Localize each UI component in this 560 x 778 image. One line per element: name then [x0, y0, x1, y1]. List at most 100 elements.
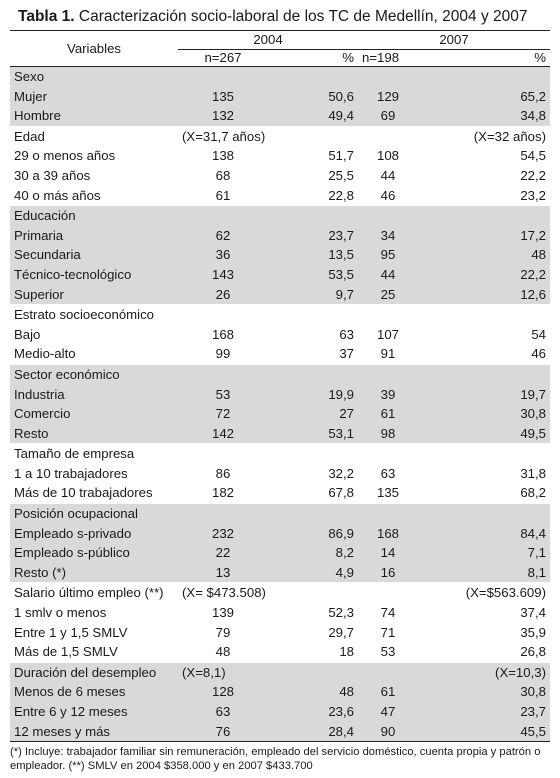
- cell-pct-2004: 48: [268, 682, 358, 702]
- pct-2004-header: %: [268, 49, 358, 67]
- variables-header: Variables: [10, 30, 178, 67]
- cell-pct-2007: 37,4: [520, 605, 546, 621]
- table-row: Superior 26 9,7 25 12,6: [10, 284, 550, 305]
- group-name: Sexo: [10, 65, 178, 87]
- table-row: 29 o menos años 138 51,7 108 54,5: [10, 146, 550, 166]
- cell-pct-2004: 37: [339, 346, 354, 362]
- cell-pct-2007: 7,1: [418, 543, 550, 563]
- row-label: 1 smlv o menos: [14, 605, 107, 621]
- table-row: 1 smlv o menos 139 52,3 74 37,4: [10, 603, 550, 623]
- row-label: Superior: [10, 284, 178, 305]
- cell-n-2004: 86: [215, 465, 231, 481]
- cell-n-2004: 61: [215, 187, 231, 203]
- cell-n-2004: 13: [178, 562, 268, 583]
- cell-n-2004: 99: [215, 346, 231, 362]
- group-note-2007: [358, 363, 550, 385]
- cell-n-2004: 62: [178, 225, 268, 246]
- cell-pct-2004: 19,9: [268, 384, 358, 405]
- cell-pct-2007: 54,5: [520, 148, 546, 164]
- table-row: Comercio 72 27 61 30,8: [10, 404, 550, 424]
- table-row: 1 a 10 trabajadores 86 32,2 63 31,8: [10, 464, 550, 484]
- cell-n-2004: 48: [215, 644, 231, 660]
- table-row: Menos de 6 meses 128 48 61 30,8: [10, 682, 550, 702]
- cell-n-2007: 108: [376, 148, 399, 164]
- cell-pct-2007: 12,6: [418, 284, 550, 305]
- cell-n-2007: 61: [358, 682, 418, 702]
- cell-pct-2004: 25,5: [328, 167, 354, 183]
- table-row: 12 meses y más 76 28,4 90 45,5: [10, 721, 550, 743]
- pct-2007-header: %: [418, 49, 550, 67]
- cell-n-2004: 182: [211, 485, 234, 501]
- group-note-2004: [178, 205, 358, 226]
- row-label: Resto: [10, 423, 178, 444]
- table-row: Resto 142 53,1 98 49,5: [10, 423, 550, 444]
- cell-n-2007: 98: [358, 423, 418, 444]
- group-header-row: Estrato socioeconómico: [10, 304, 550, 325]
- cell-n-2007: 69: [358, 106, 418, 127]
- cell-n-2007: 168: [358, 523, 418, 544]
- group-note-2004: (X=31,7 años): [178, 125, 358, 147]
- table-header: Variables 2004 2007 n=267 % n=198 %: [10, 30, 550, 67]
- cell-pct-2007: 34,8: [418, 106, 550, 127]
- row-label: 40 o más años: [14, 187, 101, 203]
- row-label: 1 a 10 trabajadores: [14, 465, 128, 481]
- cell-pct-2007: 30,8: [418, 404, 550, 424]
- cell-n-2004: 143: [178, 264, 268, 285]
- group-name: Posición ocupacional: [10, 503, 178, 524]
- cell-n-2007: 95: [358, 245, 418, 265]
- cell-n-2004: 63: [178, 702, 268, 722]
- cell-n-2004: 22: [178, 543, 268, 563]
- group-note-2007: [358, 65, 550, 87]
- group-note-2004: [178, 65, 358, 87]
- table-row: Hombre 132 49,4 69 34,8: [10, 106, 550, 127]
- table-title-label: Tabla 1.: [18, 8, 75, 25]
- group-note-2004: (X= $473.508): [178, 582, 358, 604]
- cell-n-2007: 107: [376, 326, 399, 342]
- year-2004-header: 2004: [178, 30, 358, 50]
- cell-n-2007: 53: [380, 644, 396, 660]
- group-header-row: Sexo: [10, 65, 550, 87]
- cell-n-2007: 16: [358, 562, 418, 583]
- cell-pct-2004: 22,8: [328, 187, 354, 203]
- group-header-row: Posición ocupacional: [10, 503, 550, 524]
- group-name: Educación: [10, 205, 178, 226]
- group-header-row: Salario último empleo (**) (X= $473.508)(…: [10, 582, 550, 604]
- table-row: Entre 6 y 12 meses 63 23,6 47 23,7: [10, 702, 550, 722]
- row-label: Más de 1,5 SMLV: [14, 644, 118, 660]
- cell-pct-2007: 54: [531, 326, 546, 342]
- group-name: Sector económico: [10, 363, 178, 385]
- row-label: Más de 10 trabajadores: [14, 485, 153, 501]
- cell-pct-2007: 22,2: [520, 167, 546, 183]
- cell-n-2007: 129: [358, 86, 418, 107]
- cell-n-2004: 132: [178, 106, 268, 127]
- table-row: Empleado s-público 22 8,2 14 7,1: [10, 543, 550, 563]
- cell-n-2007: 135: [376, 485, 399, 501]
- table-row: 30 a 39 años 68 25,5 44 22,2: [10, 166, 550, 186]
- cell-pct-2004: 29,7: [328, 624, 354, 640]
- cell-n-2007: 61: [358, 404, 418, 424]
- table-body: Sexo Mujer 135 50,6 129 65,2 Hombre 132 49,4 69 34…: [10, 65, 550, 743]
- cell-pct-2004: 86,9: [268, 523, 358, 544]
- row-label: Mujer: [10, 86, 178, 107]
- cell-pct-2007: 8,1: [418, 562, 550, 583]
- cell-n-2004: 232: [178, 523, 268, 544]
- group-note-2004: [178, 304, 358, 325]
- cell-pct-2004: 53,5: [268, 264, 358, 285]
- year-2007-header: 2007: [358, 30, 550, 50]
- table-row: Resto (*) 13 4,9 16 8,1: [10, 562, 550, 583]
- cell-n-2004: 128: [178, 682, 268, 702]
- row-label: Secundaria: [10, 245, 178, 265]
- group-note-2004: (X=8,1): [178, 661, 358, 683]
- row-label: Empleado s-público: [10, 543, 178, 563]
- cell-n-2007: 90: [358, 721, 418, 743]
- table-row: Más de 1,5 SMLV 48 18 53 26,8: [10, 642, 550, 662]
- cell-n-2004: 36: [178, 245, 268, 265]
- cell-pct-2007: 26,8: [520, 644, 546, 660]
- row-label: Comercio: [10, 404, 178, 424]
- cell-pct-2004: 52,3: [328, 605, 354, 621]
- group-note-2007: (X=$563.609): [358, 582, 550, 604]
- cell-pct-2004: 13,5: [268, 245, 358, 265]
- cell-n-2004: 168: [211, 326, 234, 342]
- table-title-text: Caracterización socio-laboral de los TC …: [74, 8, 528, 25]
